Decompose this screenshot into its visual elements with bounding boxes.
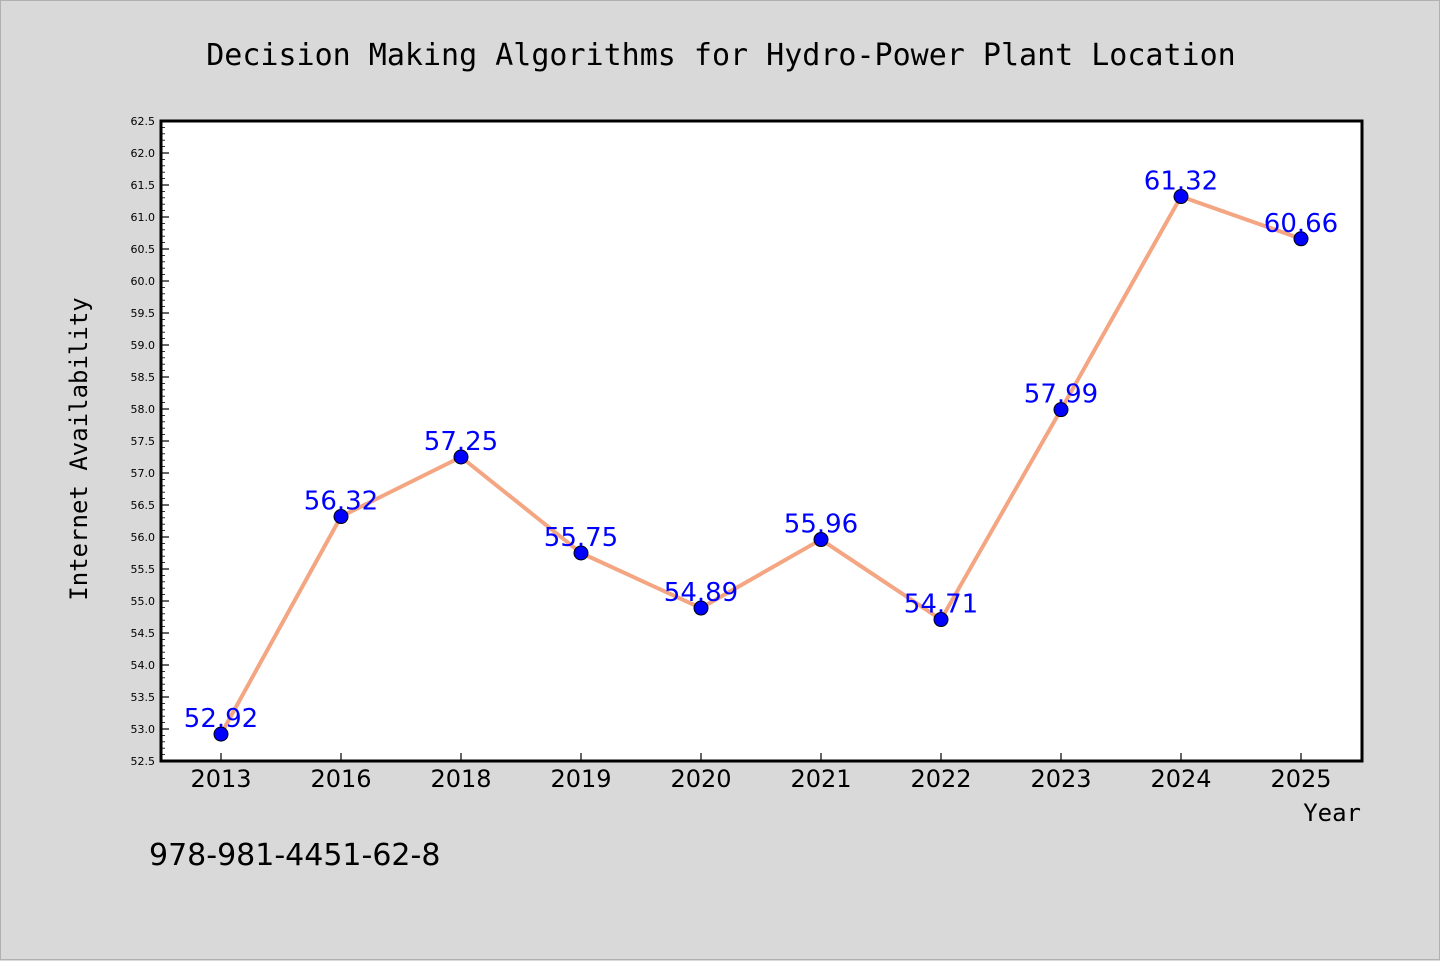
data-point-marker [573,545,589,561]
data-point-marker [933,612,949,628]
y-tick-label: 53.5 [131,691,156,704]
plot-area [161,121,1362,761]
data-point-label: 61.32 [1144,167,1218,197]
data-point-label: 54.89 [664,578,738,608]
y-tick-label: 60.0 [131,275,156,288]
data-point-label: 54.71 [904,590,978,620]
y-tick-label: 59.0 [131,339,156,352]
y-tick-label: 59.5 [131,307,156,320]
y-tick-label: 61.5 [131,179,156,192]
x-tick-label: 2013 [190,765,251,793]
y-tick-label: 60.5 [131,243,156,256]
data-point-label: 60.66 [1264,209,1338,239]
x-tick-label: 2024 [1150,765,1211,793]
plot-frame [159,119,1364,763]
y-tick-label: 56.0 [131,531,156,544]
data-point-marker [813,532,829,548]
y-tick-label: 57.0 [131,467,156,480]
isbn-footnote: 978-981-4451-62-8 [149,838,440,873]
y-tick-label: 54.5 [131,627,156,640]
y-axis-ticks: 52.5 53.0 53.5 54.0 54.5 55.0 55.5 56.0 56.5 57.0… [131,115,169,768]
x-tick-label: 2020 [670,765,731,793]
y-tick-label: 61.0 [131,211,156,224]
x-axis-label: Year [1303,799,1361,827]
x-tick-label: 2025 [1270,765,1331,793]
data-point-label: 57.99 [1024,380,1098,410]
x-tick-label: 2016 [310,765,371,793]
chart-title: Decision Making Algorithms for Hydro-Pow… [206,38,1236,73]
data-point-label: 55.96 [784,510,858,540]
x-tick-label: 2023 [1030,765,1091,793]
y-tick-label: 53.0 [131,723,156,736]
x-tick-label: 2019 [550,765,611,793]
y-tick-label: 58.0 [131,403,156,416]
data-point-marker [1293,231,1309,247]
y-tick-label: 56.5 [131,499,156,512]
y-axis-label: Internet Availability [65,297,93,600]
data-point-label: 57.25 [424,427,498,457]
data-point-marker [1173,189,1189,205]
data-point-marker [213,726,229,742]
x-axis-ticks: 2013 2016 2018 2019 2020 2021 2022 2023 2024 2025 [190,753,1332,793]
data-point-marker [333,509,349,525]
y-tick-label: 62.0 [131,147,156,160]
y-tick-label: 57.5 [131,435,156,448]
series-line-group [219,194,1302,736]
data-point-label: 52.92 [184,704,258,734]
data-point-marker [453,449,469,465]
data-point-marker [1053,402,1069,418]
x-tick-label: 2022 [910,765,971,793]
data-markers [213,189,1309,742]
data-point-label: 56.32 [304,487,378,517]
y-tick-label: 62.5 [131,115,156,128]
data-point-marker [693,600,709,616]
data-point-label: 55.75 [544,523,618,553]
x-tick-label: 2018 [430,765,491,793]
y-tick-label: 58.5 [131,371,156,384]
y-tick-label: 55.5 [131,563,156,576]
series-line [219,194,1302,736]
y-tick-label: 54.0 [131,659,156,672]
data-labels: 52.92 56.32 57.25 55.75 54.89 55.96 54.71 57.99… [184,167,1338,735]
x-tick-label: 2021 [790,765,851,793]
y-tick-label: 52.5 [131,755,156,768]
y-tick-label: 55.0 [131,595,156,608]
